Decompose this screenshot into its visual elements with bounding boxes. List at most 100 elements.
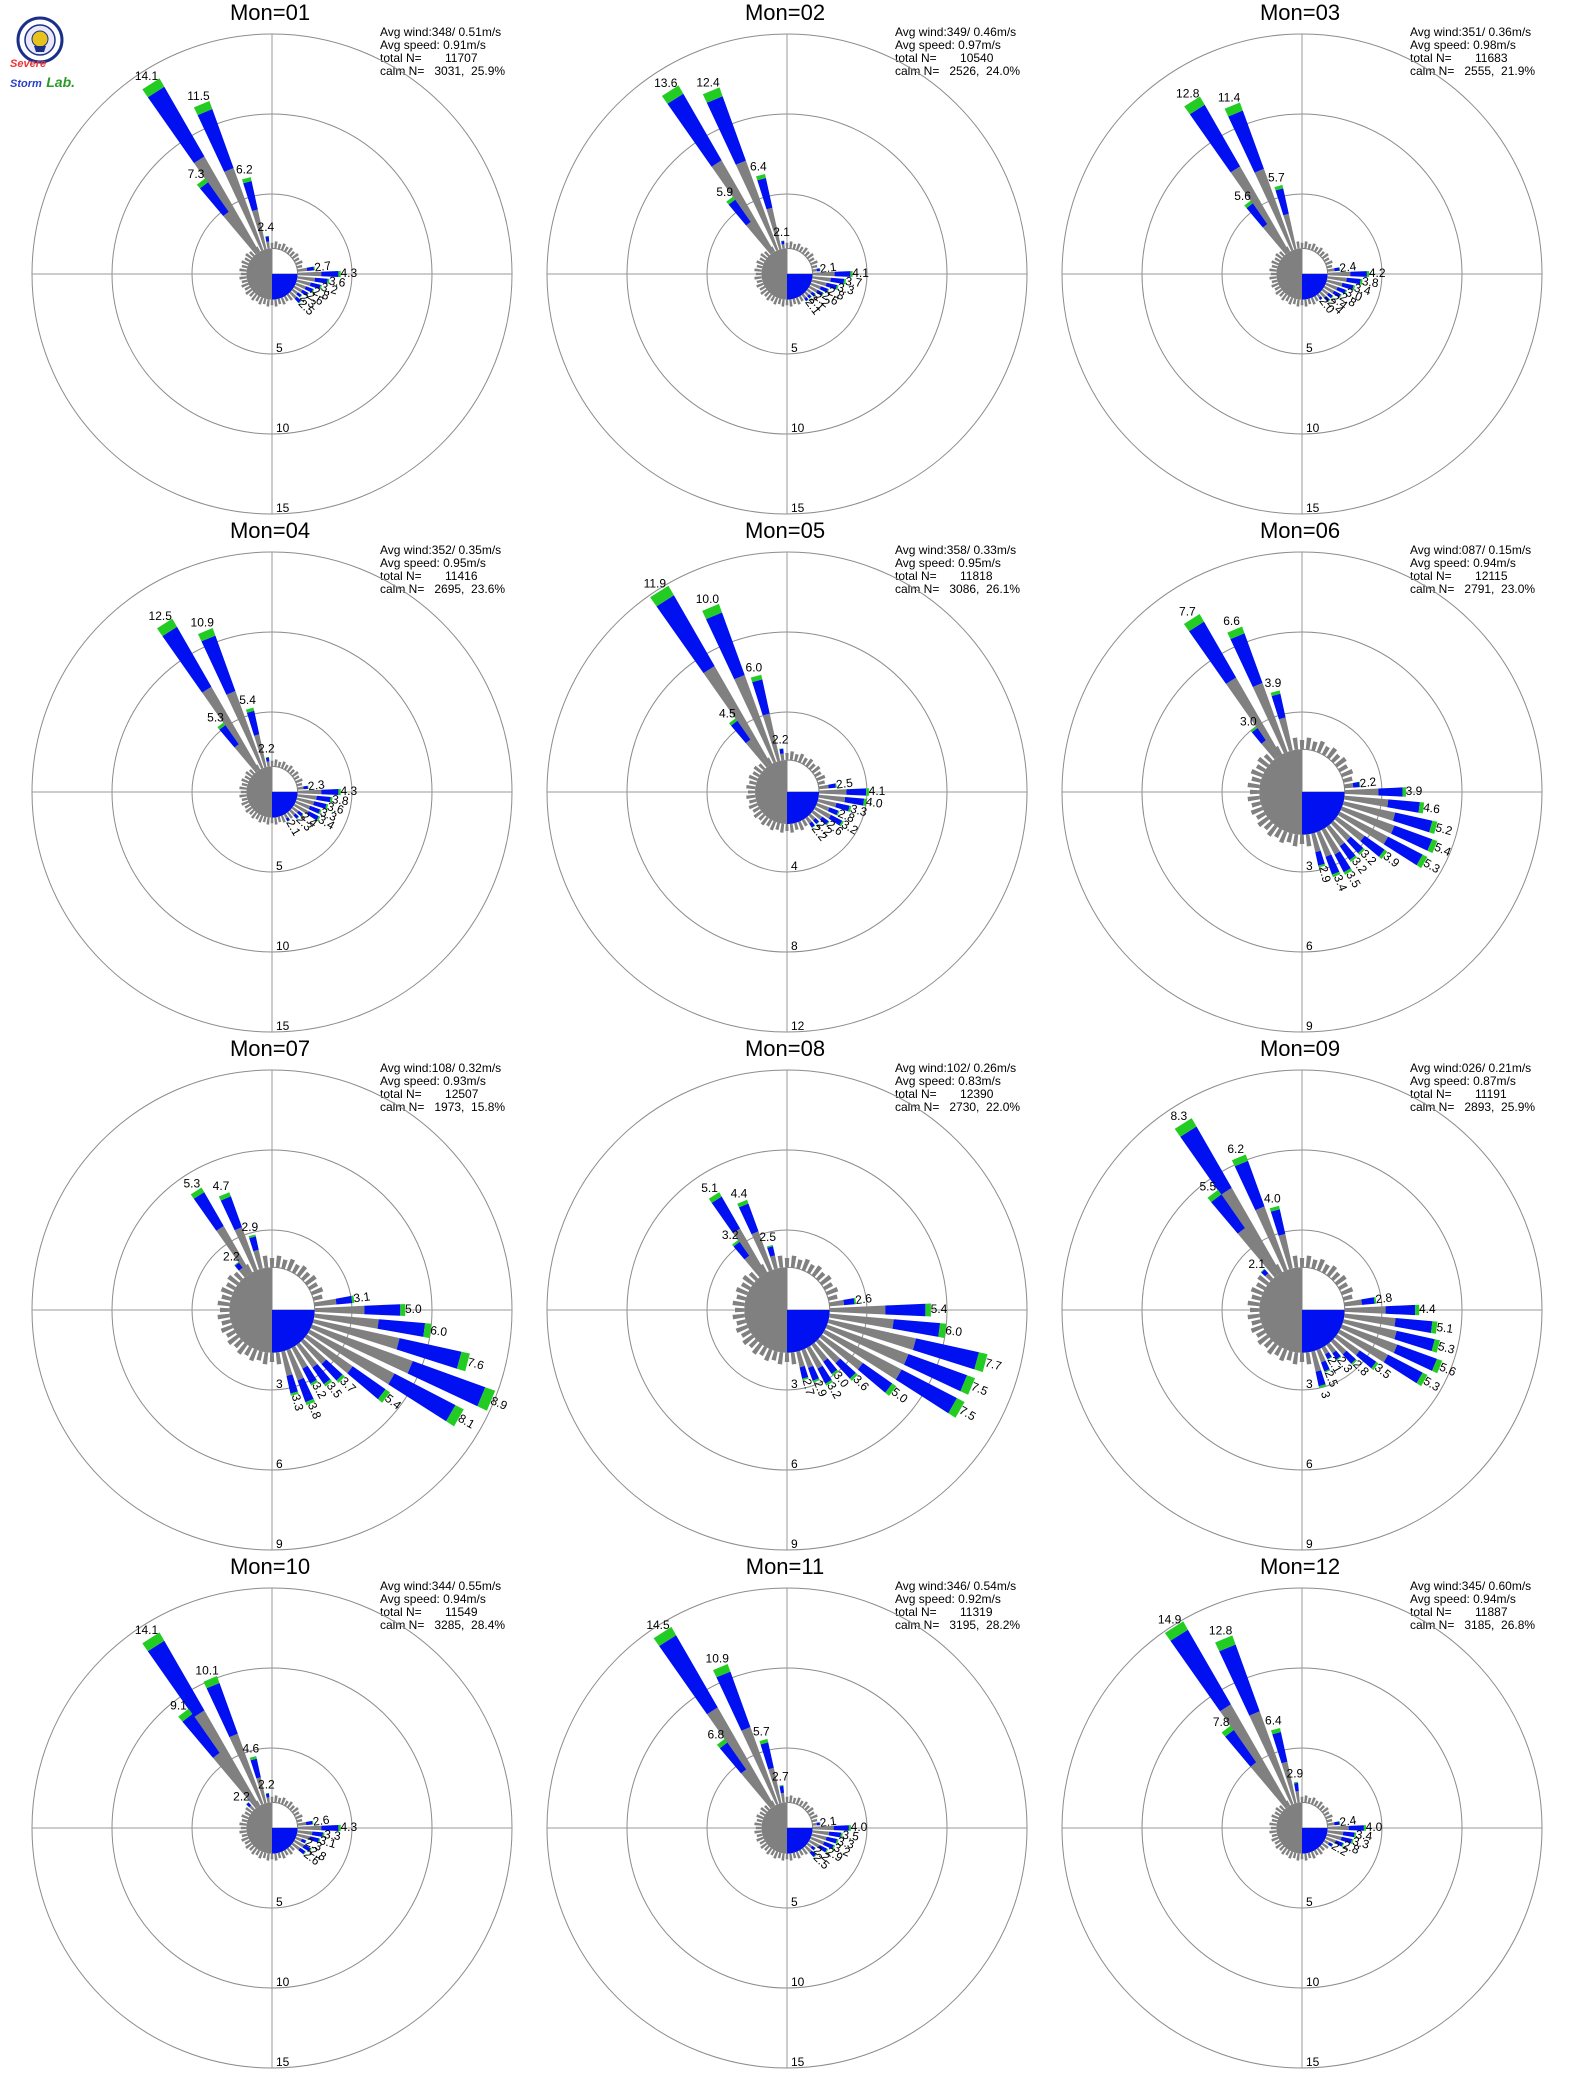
stub-bar [275, 1255, 282, 1268]
calm-disc [1259, 1266, 1346, 1353]
stub-bar [1279, 251, 1285, 257]
stub-bar [1340, 769, 1354, 778]
bar-segment-mid [1387, 799, 1420, 813]
bar-value-label: 3.6 [328, 274, 347, 290]
ring-label: 15 [1306, 501, 1320, 515]
bar-segment-mid [1327, 292, 1333, 299]
stub-bar [1304, 241, 1308, 249]
bar-segment-mid [1219, 1644, 1260, 1716]
bar-segment-high [322, 1832, 325, 1838]
bar-value-label: 5.0 [405, 1302, 422, 1316]
stub-bar [1288, 1851, 1294, 1859]
stub-bar [293, 257, 300, 263]
bar-segment-low [1316, 830, 1332, 857]
direction-bar: 4.0 [818, 795, 884, 811]
bar-segment-mid [912, 1338, 979, 1370]
direction-bar: 2.7 [796, 1350, 818, 1397]
direction-bar: 3.0 [1325, 282, 1365, 304]
stub-bar [1274, 1811, 1281, 1817]
stub-bar [746, 785, 756, 790]
stub-bar [795, 1851, 801, 1859]
bar-value-label: 2.7 [314, 258, 333, 274]
bar-segment-high [265, 756, 269, 758]
stub-bar [1292, 737, 1299, 750]
stub-bar [756, 264, 763, 269]
stub-bar [816, 774, 826, 781]
bar-segment-low [289, 291, 297, 299]
stub-bar [754, 276, 762, 280]
direction-bar: 5.6 [1234, 189, 1288, 255]
bar-segment-high [1318, 1384, 1327, 1389]
calm-disc [755, 759, 820, 824]
bar-value-label: 8.9 [489, 1393, 510, 1412]
bar-segment-high [351, 1295, 355, 1304]
stub-bar [1316, 1258, 1325, 1272]
bar-segment-high [716, 1738, 728, 1749]
stub-bar [277, 298, 282, 305]
stat-calm-n: calm N= 3195, 28.2% [895, 1618, 1021, 1632]
bar-value-label: 2.2 [223, 1249, 240, 1263]
direction-bar: 6.2 [236, 163, 267, 250]
bar-segment-mid [246, 710, 260, 736]
bar-value-label: 5.1 [701, 1181, 718, 1195]
wind-rose-panel: Mon=03 Avg wind:351/ 0.36m/s Avg speed: 0.… [1040, 0, 1560, 520]
bar-segment-low [295, 800, 311, 810]
bar-segment-high [338, 788, 341, 796]
stub-bar [1288, 297, 1294, 305]
stub-bar [823, 1282, 834, 1291]
bar-segment-high [1174, 1118, 1197, 1137]
stats-block: Avg wind:358/ 0.33m/s Avg speed: 0.95m/s t… [895, 544, 1045, 596]
bar-value-label: 4.4 [731, 1186, 748, 1200]
bar-segment-high [316, 816, 321, 822]
bar-segment-high [809, 296, 812, 299]
stub-bar [798, 753, 805, 763]
stub-bar [808, 1811, 815, 1817]
bar-segment-mid [808, 1365, 819, 1381]
ring-label: 8 [791, 939, 798, 953]
direction-bar: 10.0 [696, 592, 777, 763]
stub-bar [754, 1830, 762, 1834]
stat-avg-wind: Avg wind:346/ 0.54m/s [895, 1579, 1017, 1593]
bar-segment-mid [306, 266, 315, 271]
stub-bar [1271, 260, 1279, 266]
bar-segment-mid [819, 286, 829, 293]
stub-bar [233, 1271, 244, 1282]
stub-bar [1274, 1839, 1281, 1845]
bar-segment-mid [1325, 854, 1340, 875]
bar-segment-low [814, 806, 831, 819]
bar-value-label: 2.9 [1316, 864, 1334, 884]
stub-bar [296, 782, 303, 787]
stub-bar [810, 260, 818, 266]
stub-bar [758, 763, 766, 771]
bar-segment-low [1327, 276, 1347, 282]
stub-bar [266, 299, 270, 307]
stub-bar [1271, 1833, 1278, 1838]
bar-segment-mid [305, 1820, 313, 1826]
bar-segment-high [198, 628, 216, 642]
direction-bar: 3.1 [314, 1289, 371, 1307]
bar-segment-low [1344, 788, 1379, 796]
stub-bar [274, 759, 278, 767]
direction-bar: 5.3 [1337, 1329, 1443, 1394]
stats-block: Avg wind:108/ 0.32m/s Avg speed: 0.93m/s t… [380, 1062, 530, 1114]
bar-value-label: 5.9 [716, 185, 733, 199]
bar-segment-low [216, 1226, 251, 1276]
direction-bar: 2.2 [258, 1777, 275, 1803]
bar-segment-high [1379, 849, 1388, 859]
bar-segment-low [1327, 1822, 1335, 1826]
bar-segment-low [310, 1324, 413, 1374]
bar-segment-high [1431, 1339, 1440, 1353]
bar-value-label: 2.6 [312, 1813, 331, 1829]
stub-bar [266, 1853, 270, 1861]
stub-bar [255, 295, 261, 302]
bar-value-label: 4.3 [340, 1820, 357, 1834]
bar-segment-mid [819, 816, 829, 825]
ring-label: 10 [276, 1975, 290, 1989]
stub-bar [748, 780, 757, 785]
stub-bar [1269, 276, 1277, 280]
stat-total-n: total N= 12115 [1410, 569, 1508, 583]
bar-segment-high [1250, 726, 1258, 733]
bar-segment-low [296, 797, 315, 806]
bar-segment-high [853, 1297, 857, 1305]
direction-bar: 7.7 [827, 1319, 1003, 1373]
